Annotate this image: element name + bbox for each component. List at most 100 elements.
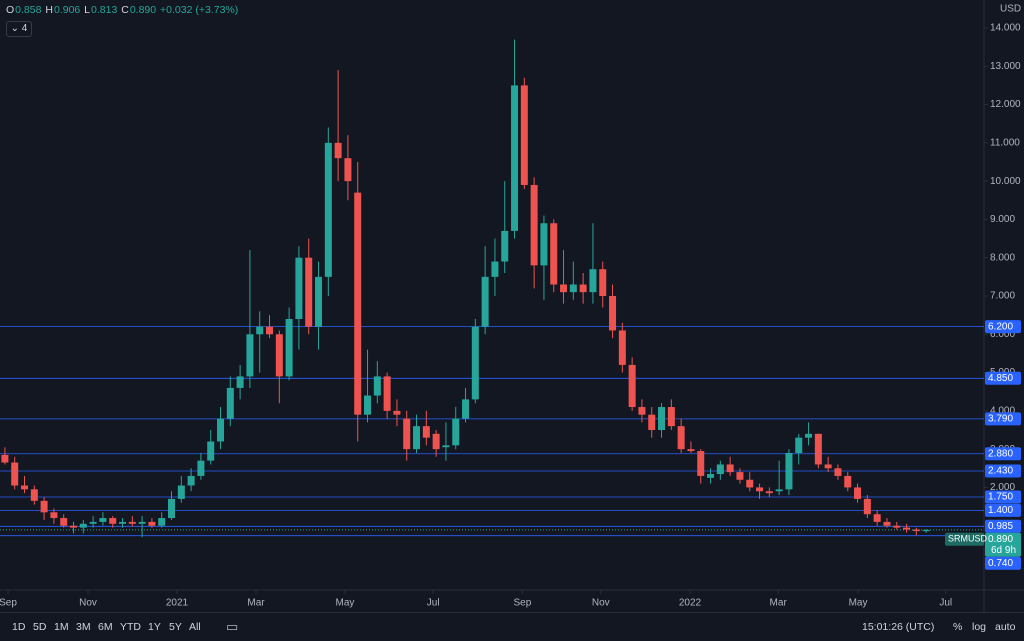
x-tick-label: Jul [939, 598, 952, 609]
price-label: 2.430 [988, 466, 1013, 477]
y-tick-label: 8.000 [990, 252, 1015, 263]
price-label: 0.890 [988, 534, 1013, 545]
indicator-toggle[interactable]: ⌄ 4 [6, 21, 32, 37]
y-tick-label: 9.000 [990, 214, 1015, 225]
x-tick-label: Mar [770, 598, 788, 609]
x-tick-label: 2022 [679, 598, 702, 609]
candle-body [158, 518, 166, 526]
candle-body [295, 257, 303, 319]
candle-body [883, 521, 891, 526]
range-button[interactable]: 1D [12, 621, 26, 633]
candle-body [393, 410, 401, 415]
price-label: 3.790 [988, 414, 1013, 425]
range-button[interactable]: 1M [54, 621, 69, 633]
candle-body [70, 525, 78, 528]
range-button[interactable]: 6M [98, 621, 113, 633]
price-label: 0.985 [988, 521, 1013, 532]
label: H [45, 4, 53, 16]
price-label: 1.750 [988, 492, 1013, 503]
candle-body [726, 464, 734, 473]
candle-body [736, 472, 744, 480]
range-button[interactable]: All [189, 621, 201, 633]
indicator-count: 4 [21, 23, 28, 34]
currency: USD [1000, 4, 1021, 15]
candle-body [893, 525, 901, 528]
price-label-box [985, 412, 1021, 426]
x-tick-label: May [849, 598, 868, 609]
candle-body [236, 376, 244, 388]
candle-body [844, 475, 852, 488]
value: 0.858 [15, 4, 42, 16]
calendar-icon[interactable]: ▭ [226, 619, 239, 634]
candle-body [707, 474, 715, 478]
candle-body [60, 518, 68, 526]
candle-body [452, 418, 460, 446]
y-tick-label: 2.000 [990, 482, 1015, 493]
candle-body [628, 364, 636, 408]
percent-toggle[interactable]: % [953, 621, 963, 633]
candle-body [550, 223, 558, 285]
candle-body [824, 464, 832, 469]
candle-body [256, 326, 264, 335]
y-tick-label: 12.000 [990, 99, 1021, 110]
candle-body [863, 498, 871, 515]
candle-body [432, 433, 440, 450]
candle-body [471, 326, 479, 400]
candle-body [648, 414, 656, 430]
range-button[interactable]: 3M [76, 621, 91, 633]
y-tick-label: 10.000 [990, 176, 1021, 187]
countdown: 6d 9h [991, 545, 1016, 556]
range-button[interactable]: 5Y [169, 621, 182, 633]
auto-toggle[interactable]: auto [995, 621, 1016, 633]
candle-body [217, 418, 225, 442]
candle-body [481, 276, 489, 327]
candle-body [599, 269, 607, 296]
price-label: 2.880 [988, 448, 1013, 459]
candle-body [814, 433, 822, 465]
candle-body [138, 521, 146, 524]
x-tick-label: 2021 [166, 598, 189, 609]
candle-body [21, 485, 29, 490]
candle-body [873, 514, 881, 522]
candle-body [89, 521, 97, 524]
range-button[interactable]: 1Y [148, 621, 161, 633]
candle-body [109, 518, 117, 524]
price-label-box [985, 532, 1021, 557]
candle-body [667, 407, 675, 427]
candle-body [364, 395, 372, 415]
candle-body [373, 376, 381, 396]
candle-body [687, 449, 695, 452]
candle-body [765, 491, 773, 494]
range-button[interactable]: 5D [33, 621, 47, 633]
y-tick-label: 7.000 [990, 291, 1015, 302]
time: 15:01:26 (UTC) [862, 621, 935, 633]
candle-body [1, 454, 9, 463]
symbol-box [945, 532, 984, 546]
candle-body [560, 284, 568, 293]
candle-body [912, 529, 920, 532]
candle-body [383, 376, 391, 411]
candle-body [569, 284, 577, 293]
price-label-box [985, 320, 1021, 334]
candle-body [775, 489, 783, 492]
price-label-box [985, 371, 1021, 385]
candle-body [746, 479, 754, 488]
label: L [84, 4, 91, 16]
candle-body [520, 85, 528, 185]
candle-body [854, 487, 862, 499]
range-button[interactable]: YTD [120, 621, 141, 633]
candle-body [462, 399, 470, 419]
candle-body [168, 498, 176, 519]
x-tick-label: Jul [427, 598, 440, 609]
candle-body [354, 192, 362, 415]
candle-body [422, 426, 430, 438]
label: O [6, 4, 15, 16]
log-toggle[interactable]: log [972, 621, 987, 633]
value: 0.813 [91, 4, 118, 16]
price-label-box [985, 556, 1021, 570]
price-label-box [985, 490, 1021, 504]
candle-body [677, 426, 685, 450]
candle-body [442, 445, 450, 448]
candle-body [609, 295, 617, 331]
